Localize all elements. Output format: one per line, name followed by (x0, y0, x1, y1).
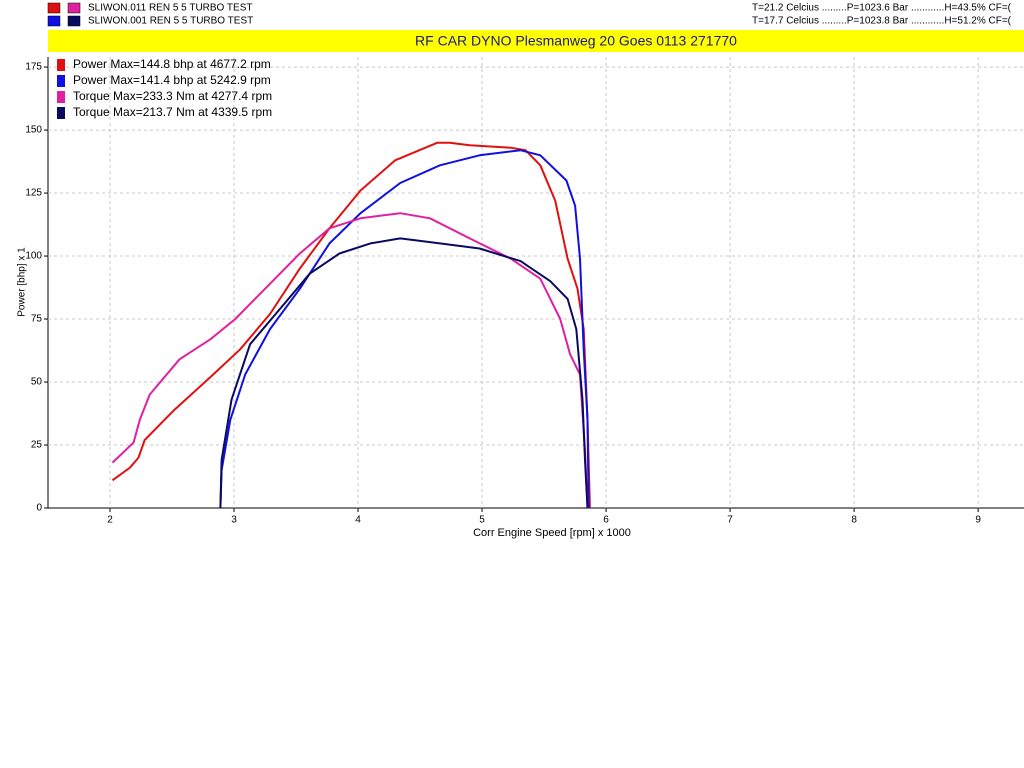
y-tick-label: 25 (31, 440, 43, 451)
series-line (111, 212, 589, 509)
y-tick-label: 125 (25, 188, 42, 199)
y-tick-label: 0 (36, 503, 42, 514)
run-swatch (47, 2, 61, 14)
title-banner (48, 30, 1024, 52)
x-tick-label: 3 (231, 515, 237, 526)
legend-label: Power Max=141.4 bhp at 5242.9 rpm (73, 73, 271, 87)
legend-swatch (57, 75, 65, 87)
series-line (111, 141, 591, 509)
legend-swatch (57, 91, 65, 103)
run-label: SLIWON.001 REN 5 5 TURBO TEST (88, 16, 253, 27)
x-tick-label: 9 (975, 515, 981, 526)
run-swatch (67, 15, 81, 27)
series-line (219, 149, 590, 509)
run-swatch (67, 2, 81, 14)
series-line (219, 237, 589, 509)
x-tick-label: 2 (107, 515, 113, 526)
legend-label: Torque Max=233.3 Nm at 4277.4 rpm (73, 89, 272, 103)
run-conditions: T=21.2 Celcius .........P=1023.6 Bar ...… (752, 3, 1012, 14)
x-tick-label: 4 (355, 515, 361, 526)
y-tick-label: 150 (25, 125, 42, 136)
x-tick-label: 8 (851, 515, 857, 526)
x-tick-label: 5 (479, 515, 485, 526)
run-conditions: T=17.7 Celcius .........P=1023.8 Bar ...… (752, 16, 1012, 27)
x-tick-label: 6 (603, 515, 609, 526)
y-tick-label: 50 (31, 377, 43, 388)
chart-title: RF CAR DYNO Plesmanweg 20 Goes 0113 2717… (415, 33, 737, 49)
y-axis-label: Power [bhp] x 1 (17, 247, 28, 317)
y-tick-label: 175 (25, 62, 42, 73)
legend-swatch (57, 59, 65, 71)
legend-swatch (57, 107, 65, 119)
x-axis-label: Corr Engine Speed [rpm] x 1000 (473, 527, 631, 539)
x-tick-label: 7 (727, 515, 733, 526)
y-tick-label: 75 (31, 314, 43, 325)
run-swatch (47, 15, 61, 27)
y-tick-label: 100 (25, 251, 42, 262)
legend-label: Power Max=144.8 bhp at 4677.2 rpm (73, 57, 271, 71)
legend-label: Torque Max=213.7 Nm at 4339.5 rpm (73, 105, 272, 119)
run-label: SLIWON.011 REN 5 5 TURBO TEST (88, 3, 253, 14)
